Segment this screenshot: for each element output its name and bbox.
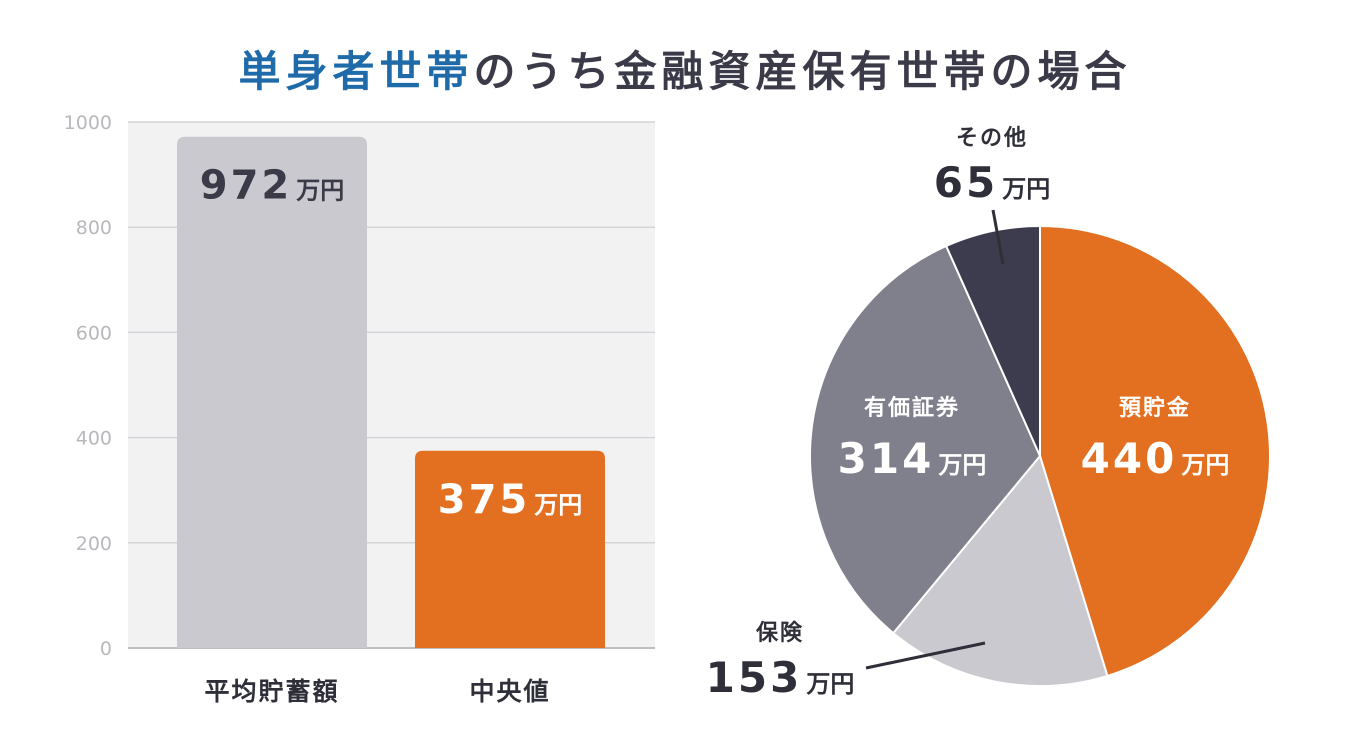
bar-value-label-0-unit: 万円 <box>296 177 344 205</box>
pie-label-name: 預貯金 <box>1119 395 1191 421</box>
y-tick-label: 400 <box>76 428 112 450</box>
pie-slice-securities <box>809 244 1042 635</box>
leader-line-insurance <box>865 641 986 670</box>
pie-value-label-0: 440 万円 <box>1081 434 1230 483</box>
title-rest: のうち金融資産保有世帯の場合 <box>473 47 1132 96</box>
pie-value-label-1-unit: 万円 <box>806 670 854 698</box>
y-tick-label: 1000 <box>64 112 112 134</box>
pie-value-label-2-number: 314 <box>838 434 935 483</box>
pie-value-label-0-unit: 万円 <box>1181 451 1229 479</box>
bar-value-label-1-unit: 万円 <box>534 491 582 519</box>
bar-value-label-1-number: 375 <box>438 477 531 523</box>
pie-value-label-3-unit: 万円 <box>1002 175 1050 203</box>
x-category-label: 平均貯蓄額 <box>204 677 339 706</box>
bar-value-label-0: 972 万円 <box>200 163 345 209</box>
x-category-label: 中央値 <box>469 677 550 706</box>
pie-value-label-1: 153 万円 <box>706 653 855 702</box>
bar-average <box>177 136 367 648</box>
pie-value-label-3: 65 万円 <box>934 158 1050 207</box>
pie-value-label-2-unit: 万円 <box>938 451 986 479</box>
pie-slice-other <box>944 224 1041 457</box>
pie-value-label-3-number: 65 <box>934 158 998 207</box>
pie-value-label-0-number: 440 <box>1081 434 1178 483</box>
pie-label-name: 有価証券 <box>864 395 960 421</box>
pie-slice-deposits <box>1039 224 1271 678</box>
bar-median <box>415 450 605 648</box>
bar-value-label-0-number: 972 <box>200 163 293 209</box>
y-tick-label: 800 <box>76 217 112 239</box>
bar-value-label-1: 375 万円 <box>438 477 583 523</box>
pie-value-label-1-number: 153 <box>706 653 803 702</box>
pie-label-name: その他 <box>956 126 1028 151</box>
leader-line-other <box>991 209 1005 265</box>
y-tick-label: 600 <box>76 322 112 344</box>
pie-slice-insurance <box>891 453 1109 687</box>
pie-value-label-2: 314 万円 <box>838 434 987 483</box>
y-tick-label: 200 <box>76 533 112 555</box>
page-title: 単身者世帯のうち金融資産保有世帯の場合 <box>0 38 1370 99</box>
y-tick-label: 0 <box>100 638 112 660</box>
pie-label-name: 保険 <box>755 621 804 646</box>
title-highlight: 単身者世帯 <box>238 47 474 96</box>
